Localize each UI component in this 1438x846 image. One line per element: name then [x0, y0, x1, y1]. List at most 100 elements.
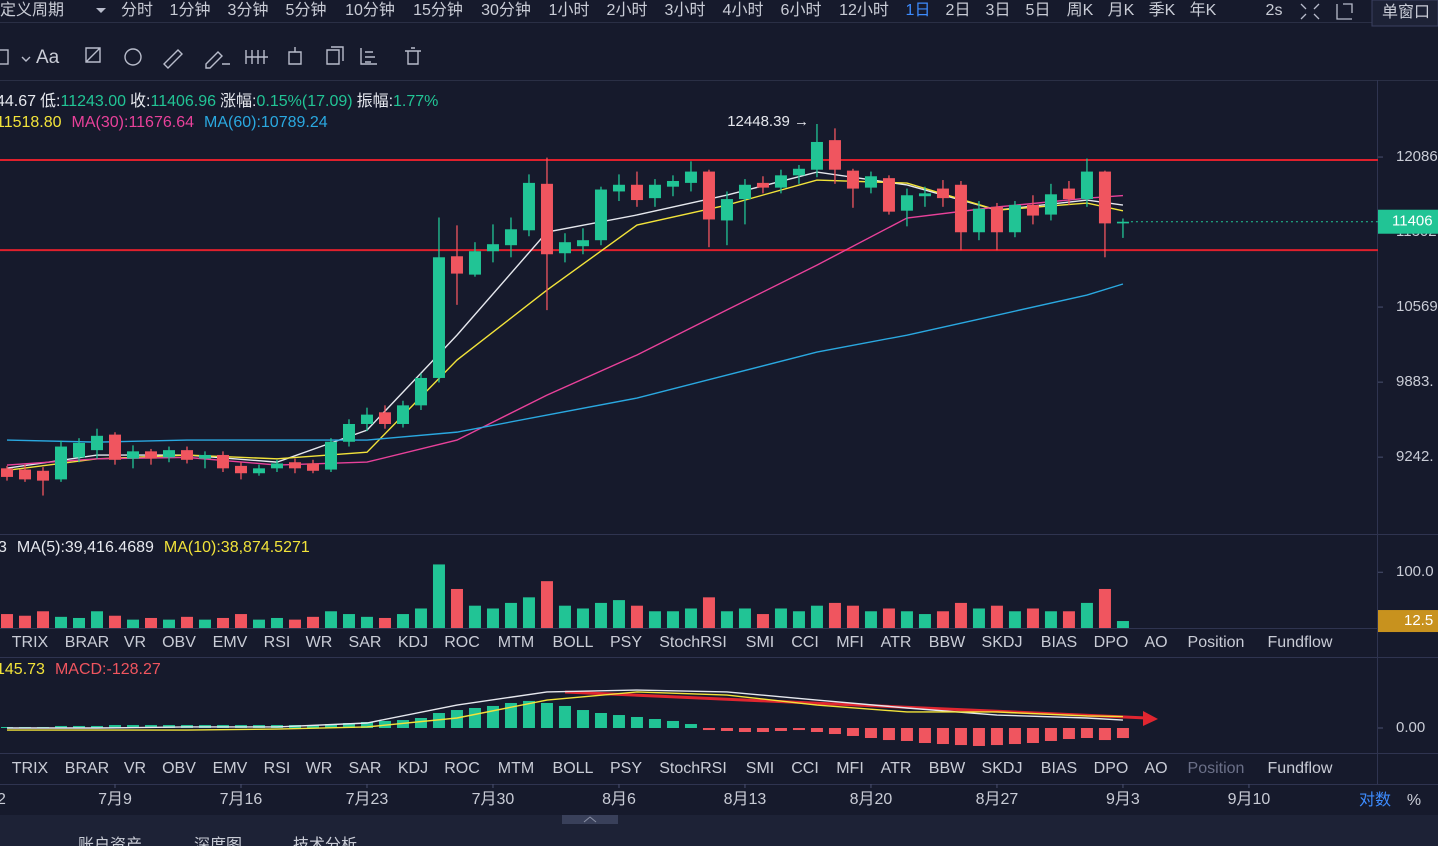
indicator-tab[interactable]: SAR: [349, 760, 382, 777]
indicator-tab[interactable]: Fundflow: [1268, 634, 1333, 651]
screenshot-icon[interactable]: [1336, 3, 1353, 20]
interval-tab[interactable]: 1日: [906, 2, 931, 19]
indicator-tab[interactable]: ROC: [444, 760, 480, 777]
period-menu[interactable]: 自定义周期: [0, 1, 64, 19]
interval-tab[interactable]: 3分钟: [228, 1, 269, 19]
interval-tab[interactable]: 周K: [1067, 2, 1094, 19]
indicator-tab[interactable]: WR: [306, 634, 333, 651]
interval-tab[interactable]: 分时: [121, 1, 153, 19]
indicator-tab[interactable]: BIAS: [1041, 634, 1077, 651]
interval-tab[interactable]: 月K: [1108, 2, 1135, 19]
tool-icon[interactable]: [21, 56, 31, 62]
refresh-rate[interactable]: 2s: [1266, 2, 1283, 19]
window-button-label[interactable]: 单窗口: [1382, 3, 1430, 21]
indicator-tab[interactable]: Position: [1188, 634, 1245, 651]
interval-tab[interactable]: 3小时: [665, 1, 706, 19]
interval-tab[interactable]: 2日: [946, 2, 971, 19]
indicator-tab[interactable]: MTM: [498, 634, 534, 651]
tool-icon[interactable]: [288, 47, 302, 65]
indicator-tab[interactable]: SKDJ: [982, 634, 1023, 651]
candle-body: [1080, 171, 1093, 200]
indicator-tab[interactable]: SMI: [746, 634, 774, 651]
interval-tab[interactable]: 4小时: [723, 1, 764, 19]
footer-tab[interactable]: 技术分析: [293, 836, 357, 846]
indicator-tab[interactable]: SAR: [349, 634, 382, 651]
indicator-tab[interactable]: ROC: [444, 634, 480, 651]
indicator-tab[interactable]: OBV: [162, 760, 196, 777]
interval-tab[interactable]: 年K: [1190, 1, 1217, 19]
indicator-tab[interactable]: TRIX: [12, 760, 49, 777]
indicator-tab[interactable]: RSI: [264, 760, 291, 777]
dropdown-caret[interactable]: [96, 8, 106, 13]
indicator-tab[interactable]: SKDJ: [982, 760, 1023, 777]
indicator-tab[interactable]: MFI: [836, 760, 864, 777]
indicator-tab[interactable]: BBW: [929, 634, 966, 651]
footer-tab[interactable]: 深度图: [194, 836, 242, 846]
tool-icon[interactable]: [245, 50, 268, 64]
indicator-tab[interactable]: PSY: [610, 634, 642, 651]
indicator-tab[interactable]: CCI: [791, 634, 819, 651]
indicator-tab[interactable]: VR: [124, 760, 146, 777]
fullscreen-icon[interactable]: [1300, 3, 1320, 20]
indicator-tab[interactable]: OBV: [162, 634, 196, 651]
percent-scale-toggle[interactable]: %: [1407, 792, 1421, 809]
interval-tab[interactable]: 2小时: [607, 1, 648, 19]
footer-tab[interactable]: 账户资产: [78, 836, 142, 846]
indicator-tab[interactable]: StochRSI: [659, 760, 727, 777]
window-button[interactable]: [1371, 0, 1438, 27]
tool-icon[interactable]: [85, 47, 101, 63]
interval-tab[interactable]: 30分钟: [481, 1, 531, 19]
tool-icon[interactable]: [0, 49, 9, 65]
indicator-tab[interactable]: VR: [124, 634, 146, 651]
indicator-tab[interactable]: EMV: [213, 760, 248, 777]
interval-tab[interactable]: 12小时: [839, 1, 889, 19]
indicator-tab[interactable]: EMV: [213, 634, 248, 651]
indicator-line: [6, 283, 1124, 443]
indicator-tab[interactable]: DPO: [1094, 760, 1129, 777]
interval-tab[interactable]: 6小时: [781, 1, 822, 19]
indicator-tab[interactable]: KDJ: [398, 760, 428, 777]
interval-tab[interactable]: 季K: [1149, 1, 1176, 19]
tool-icon[interactable]: [360, 48, 377, 65]
indicator-tab[interactable]: Fundflow: [1268, 760, 1333, 777]
indicator-tab[interactable]: MTM: [498, 760, 534, 777]
tool-icon[interactable]: [326, 46, 344, 65]
indicator-tab[interactable]: StochRSI: [659, 634, 727, 651]
tool-icon[interactable]: [205, 51, 230, 69]
indicator-tab[interactable]: AO: [1144, 760, 1167, 777]
bar: [360, 616, 373, 628]
log-scale-toggle[interactable]: 对数: [1359, 791, 1391, 809]
indicator-tab[interactable]: BOLL: [553, 634, 594, 651]
indicator-tab[interactable]: ATR: [881, 760, 912, 777]
interval-tab[interactable]: 1小时: [549, 1, 590, 19]
indicator-tab[interactable]: DPO: [1094, 634, 1129, 651]
indicator-tab[interactable]: WR: [306, 760, 333, 777]
indicator-tab[interactable]: BRAR: [65, 634, 109, 651]
indicator-tab[interactable]: MFI: [836, 634, 864, 651]
interval-tab[interactable]: 5日: [1026, 2, 1051, 19]
indicator-tab[interactable]: PSY: [610, 760, 642, 777]
indicator-tab[interactable]: ATR: [881, 634, 912, 651]
interval-tab[interactable]: 10分钟: [345, 1, 395, 19]
interval-tab[interactable]: 3日: [986, 2, 1011, 19]
tool-icon[interactable]: [163, 49, 183, 69]
panel-handle[interactable]: [562, 815, 618, 824]
interval-tab[interactable]: 15分钟: [413, 1, 463, 19]
font-button[interactable]: Aa: [36, 47, 60, 68]
tool-icon[interactable]: [124, 48, 142, 66]
legend-entry: MA(30):11676.64: [71, 114, 194, 131]
indicator-tab[interactable]: BIAS: [1041, 760, 1077, 777]
indicator-tab[interactable]: KDJ: [398, 634, 428, 651]
indicator-tab[interactable]: RSI: [264, 634, 291, 651]
indicator-tab[interactable]: BRAR: [65, 760, 109, 777]
indicator-tab[interactable]: SMI: [746, 760, 774, 777]
indicator-tab[interactable]: BBW: [929, 760, 966, 777]
indicator-tab[interactable]: AO: [1144, 634, 1167, 651]
tool-icon[interactable]: [405, 47, 421, 65]
interval-tab[interactable]: 1分钟: [170, 1, 211, 19]
interval-tab[interactable]: 5分钟: [286, 1, 327, 19]
indicator-tab[interactable]: CCI: [791, 760, 819, 777]
indicator-tab[interactable]: BOLL: [553, 760, 594, 777]
indicator-tab[interactable]: TRIX: [12, 634, 49, 651]
indicator-tab[interactable]: Position: [1188, 760, 1245, 777]
